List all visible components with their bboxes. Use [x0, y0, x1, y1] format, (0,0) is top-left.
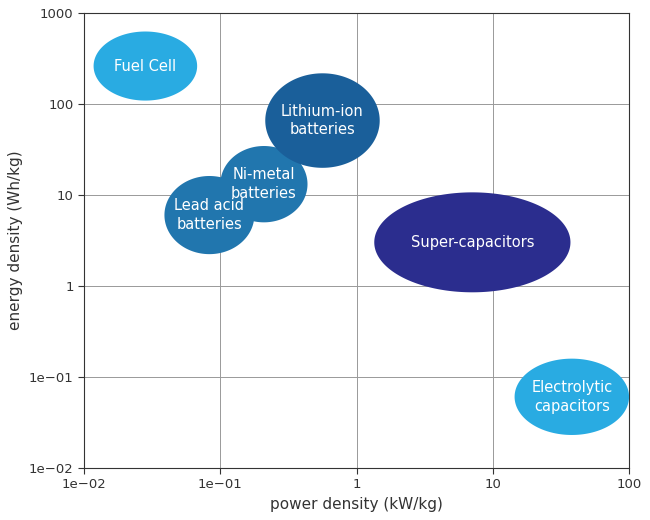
Polygon shape — [164, 176, 254, 254]
Text: Electrolytic
capacitors: Electrolytic capacitors — [531, 380, 612, 413]
Text: Lead acid
batteries: Lead acid batteries — [174, 198, 244, 232]
Polygon shape — [265, 73, 380, 168]
Polygon shape — [515, 359, 629, 435]
Polygon shape — [220, 146, 307, 223]
Polygon shape — [94, 32, 197, 100]
Text: Super-capacitors: Super-capacitors — [411, 235, 534, 250]
Text: Ni-metal
batteries: Ni-metal batteries — [231, 167, 297, 201]
Text: Fuel Cell: Fuel Cell — [114, 59, 176, 73]
Y-axis label: energy density (Wh/kg): energy density (Wh/kg) — [8, 151, 23, 330]
Text: Lithium-ion
batteries: Lithium-ion batteries — [281, 104, 364, 137]
X-axis label: power density (kW/kg): power density (kW/kg) — [270, 497, 443, 512]
Polygon shape — [374, 192, 571, 292]
